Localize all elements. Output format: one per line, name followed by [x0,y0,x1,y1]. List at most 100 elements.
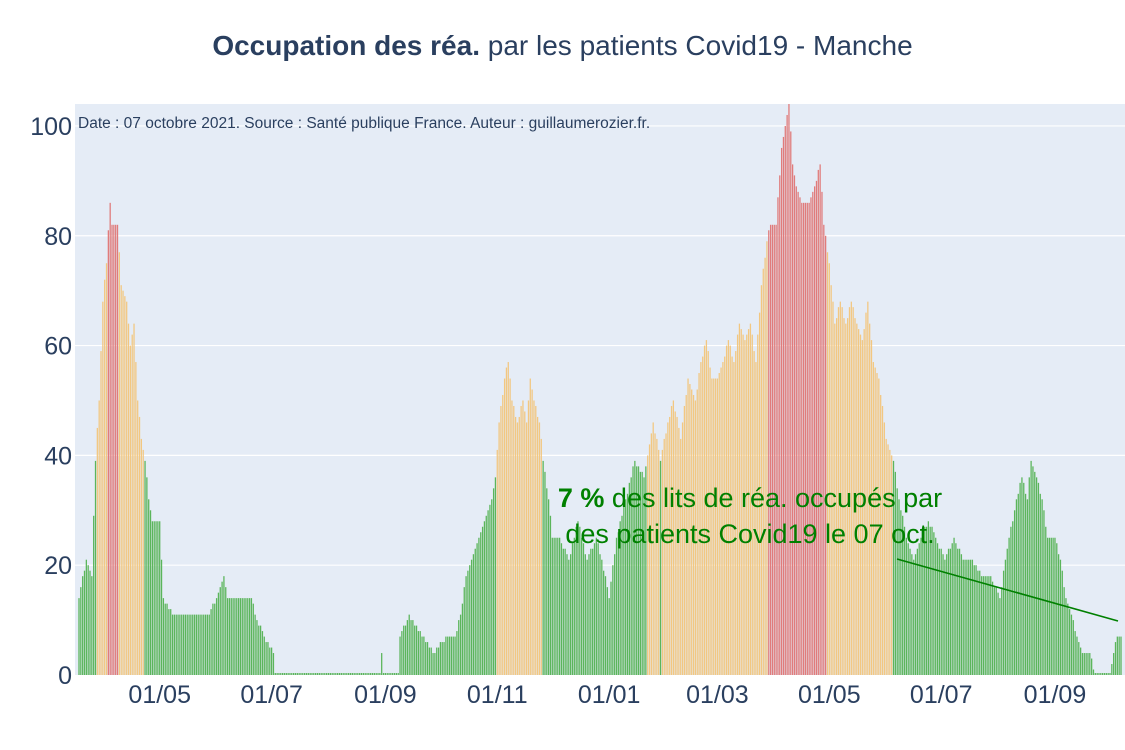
bar [118,252,120,676]
bar [206,614,209,675]
bar [999,598,1001,675]
bar [82,576,84,675]
bar [408,614,410,675]
bar [283,673,286,675]
bar [381,653,383,675]
bar [1012,521,1014,675]
bar [320,673,322,675]
bar [973,565,975,675]
bar [414,625,416,675]
bar [166,603,168,676]
bar [439,642,442,675]
bar [102,301,104,675]
bar [964,559,966,675]
bar [91,576,93,675]
x-tick-label: 01/07 [240,681,303,709]
bar [241,598,243,675]
bar [270,647,273,675]
bar [254,614,256,675]
bar [834,323,836,675]
bar [116,224,119,676]
bar [298,673,300,675]
bar [153,521,155,675]
bar [155,521,157,675]
bar [920,537,922,675]
annotation-text-1: des lits de réa. occupés par [604,483,943,513]
bar [1089,653,1091,675]
bar [1023,482,1025,675]
bar [137,400,139,675]
bar [925,526,928,675]
bar [311,673,313,675]
bar [432,653,434,675]
bar [637,466,640,675]
bar [867,301,869,675]
bar [1035,477,1038,675]
bar [623,504,625,675]
bar [397,673,399,675]
bar [779,175,781,676]
bar [507,362,509,675]
bar [975,565,977,675]
bar [511,400,513,675]
bar [878,378,880,675]
bar [700,362,702,675]
bar [980,576,983,675]
bar [1026,499,1029,675]
bar [713,378,715,675]
bar [1100,673,1102,675]
bar [1109,673,1111,675]
bar [648,444,651,675]
bar [962,559,964,675]
bar [483,521,486,675]
y-tick-label: 40 [44,442,72,470]
bar [226,598,229,675]
bar [1114,642,1117,675]
bar [905,537,907,675]
bar [274,673,276,675]
bar [753,351,755,675]
bar [680,438,682,675]
bar [436,647,438,675]
bar [931,526,933,675]
bar [839,301,841,675]
bar [452,636,454,675]
bar [733,362,735,675]
bar [874,367,876,675]
bar [768,230,770,675]
bar [415,625,418,675]
bar [129,345,131,675]
bar [291,673,293,675]
bar [1081,653,1084,675]
bar [546,488,548,675]
bar [810,197,812,675]
bar [293,673,295,675]
bar [115,224,117,676]
bar [93,515,95,675]
bar [87,565,89,675]
bar [248,598,251,675]
bar [738,323,741,675]
bar [907,543,909,675]
bar [929,526,931,675]
bar [722,362,724,675]
bar [98,400,100,675]
bar [324,673,326,675]
bar [281,673,284,675]
bar [751,334,753,675]
bar [1107,673,1109,675]
bar [872,362,874,675]
bar [287,673,289,675]
bar [78,598,80,675]
bar [259,625,262,675]
bar [590,548,592,675]
bar [296,673,298,675]
bar [542,460,544,676]
bar [203,614,205,675]
bar [124,296,126,675]
bar [551,537,553,675]
bar [1083,653,1085,675]
bar [120,285,122,675]
bar [351,673,353,675]
bar [1061,570,1063,675]
